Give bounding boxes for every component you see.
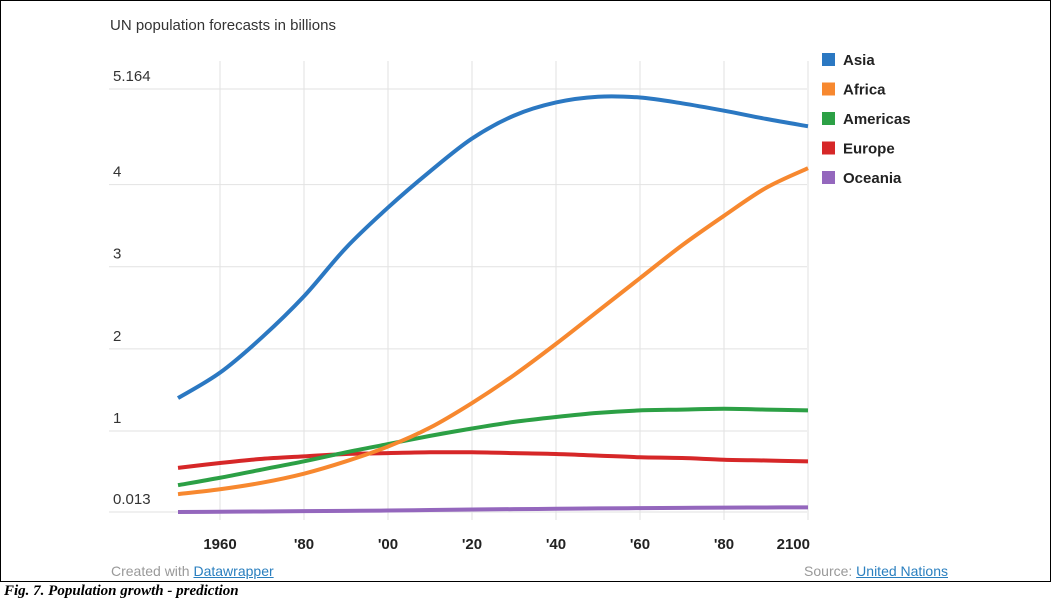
x-tick-label: '20 — [462, 536, 482, 553]
datawrapper-link[interactable]: Datawrapper — [193, 563, 274, 579]
legend-label-oceania: Oceania — [843, 170, 902, 187]
x-tick-label: '80 — [714, 536, 734, 553]
series-line-americas — [177, 406, 809, 488]
source-prefix: Source: — [804, 563, 857, 579]
chart-title: UN population forecasts in billions — [110, 17, 336, 34]
x-tick-label: 1960 — [203, 536, 236, 553]
y-axis-ticks: 5.164 4 3 2 1 0.013 — [113, 68, 151, 508]
series-line-europe — [177, 450, 809, 470]
series-line-asia — [176, 94, 809, 400]
x-tick-label: '40 — [546, 536, 566, 553]
line-chart: 5.164 4 3 2 1 0.013 1960 '80 '00 '20 '40 '60 '80 210… — [109, 52, 911, 553]
legend-swatch-europe — [822, 141, 835, 155]
source-text: Source: United Nations — [804, 563, 948, 579]
y-tick-label: 4 — [113, 164, 121, 181]
x-tick-label: '80 — [294, 536, 314, 553]
series-lines — [176, 94, 809, 514]
legend-swatch-oceania — [822, 171, 835, 184]
x-tick-label: '60 — [630, 536, 650, 553]
figure-caption: Fig. 7. Population growth - prediction — [4, 583, 239, 599]
series-line-oceania — [177, 505, 809, 514]
y-tick-label: 0.013 — [113, 491, 151, 508]
x-tick-label: 2100 — [777, 536, 810, 553]
credit-prefix: Created with — [111, 563, 194, 579]
legend-swatch-africa — [822, 82, 835, 96]
x-axis-ticks: 1960 '80 '00 '20 '40 '60 '80 2100 — [203, 536, 810, 553]
legend: Asia Africa Americas Europe Oceania — [822, 52, 911, 187]
y-tick-label: 5.164 — [113, 68, 151, 85]
grid-lines — [109, 61, 809, 520]
y-tick-label: 3 — [113, 246, 121, 263]
legend-swatch-asia — [822, 53, 835, 66]
united-nations-link[interactable]: United Nations — [856, 563, 948, 579]
chart-frame: UN population forecasts in billions 5.16… — [0, 0, 1051, 582]
credit-text: Created with Datawrapper — [111, 563, 274, 579]
legend-label-europe: Europe — [843, 141, 895, 158]
series-line-africa — [177, 166, 809, 497]
legend-label-asia: Asia — [843, 52, 875, 69]
legend-swatch-americas — [822, 112, 835, 125]
legend-label-americas: Americas — [843, 111, 911, 128]
y-tick-label: 1 — [113, 410, 121, 427]
x-tick-label: '00 — [378, 536, 398, 553]
legend-label-africa: Africa — [843, 82, 886, 99]
y-tick-label: 2 — [113, 328, 121, 345]
